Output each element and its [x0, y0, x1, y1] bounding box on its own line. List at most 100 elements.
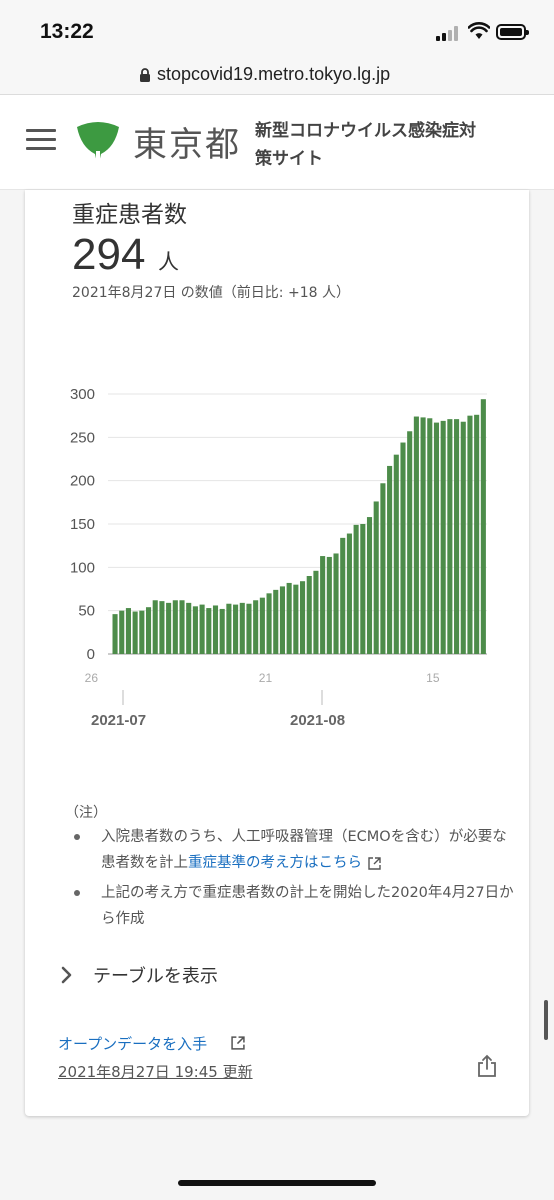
wifi-icon [468, 22, 490, 39]
url-text[interactable]: stopcovid19.metro.tokyo.lg.jp [157, 64, 391, 84]
share-icon[interactable] [477, 1054, 497, 1078]
notes-list: 入院患者数のうち、人工呼吸器管理（ECMOを含む）が必要な患者数を計上重症基準の… [65, 824, 515, 936]
value-date-line: 2021年8月27日 の数値（前日比: +18 人） [72, 285, 350, 301]
x-month-label: 2021-07 [91, 712, 146, 729]
bar [179, 600, 185, 654]
bar [333, 553, 339, 654]
note-item: 上記の考え方で重症患者数の計上を開始した2020年4月27日から作成 [65, 880, 515, 932]
bar [145, 607, 152, 654]
severe-patients-bar-chart: 0 50 100 150 200 250 300 26 21 15 2021-07 2021-08 [70, 386, 487, 729]
battery-icon [496, 24, 529, 40]
bar [413, 416, 419, 654]
bar [279, 586, 286, 654]
bar [293, 584, 299, 654]
bar [353, 524, 359, 654]
bar [313, 570, 319, 654]
y-tick-label: 300 [70, 386, 95, 403]
lock-icon [140, 68, 150, 82]
bar [474, 414, 480, 654]
y-tick-label: 0 [87, 646, 95, 663]
home-indicator[interactable] [178, 1180, 376, 1186]
bar [166, 602, 172, 654]
bar [219, 608, 225, 654]
bar [480, 399, 486, 654]
external-link-icon [231, 1036, 245, 1050]
open-data-link[interactable]: オープンデータを入手 [58, 1035, 208, 1053]
bar [306, 576, 312, 654]
y-tick-label: 250 [70, 429, 95, 446]
bar [420, 417, 426, 654]
status-bar: 13:22 [0, 0, 554, 60]
show-table-label: テーブルを表示 [93, 966, 218, 987]
last-updated-link[interactable]: 2021年8月27日 19:45 更新 [58, 1063, 253, 1081]
x-tick-label: 15 [426, 671, 440, 685]
bar [266, 593, 272, 654]
bar [233, 604, 239, 654]
site-header: 東京都 新型コロナウイルス感染症対策サイト [0, 95, 554, 190]
scroll-indicator[interactable] [544, 1000, 548, 1040]
bar [172, 600, 178, 654]
y-tick-label: 150 [70, 516, 95, 533]
bar [460, 421, 466, 654]
site-subtitle[interactable]: 新型コロナウイルス感染症対策サイト [255, 121, 476, 169]
note-text: 入院患者数のうち、人工呼吸器管理（ECMOを含む）が必要な患者数を計上 [101, 829, 507, 871]
bar [239, 602, 245, 654]
bar [400, 442, 406, 654]
bar [440, 420, 446, 654]
severe-count-unit: 人 [158, 250, 179, 274]
bar [259, 597, 265, 654]
bar [467, 415, 473, 654]
x-tick-label: 26 [85, 671, 99, 685]
y-tick-label: 200 [70, 473, 95, 490]
url-bar[interactable]: stopcovid19.metro.tokyo.lg.jp [0, 60, 554, 95]
bar [433, 422, 440, 654]
bar [366, 517, 373, 654]
chevron-right-icon [61, 966, 72, 984]
bar [373, 501, 379, 654]
bar [360, 524, 366, 654]
show-table-toggle[interactable]: テーブルを表示 [61, 960, 361, 990]
bar [206, 608, 212, 654]
bar [246, 603, 252, 654]
bar [119, 610, 125, 654]
severity-criteria-link[interactable]: 重症基準の考え方はこちら [188, 855, 362, 871]
cellular-signal-icon [436, 25, 462, 41]
bar [300, 581, 306, 654]
bar [226, 603, 232, 654]
notes-heading: （注） [65, 805, 107, 821]
site-name[interactable]: 東京都 [133, 125, 241, 165]
x-tick-label: 21 [259, 671, 273, 685]
bar [427, 418, 433, 654]
y-tick-label: 50 [78, 603, 95, 620]
bar [346, 533, 352, 654]
bar [340, 537, 346, 654]
bar [212, 605, 219, 654]
hamburger-menu-icon[interactable] [26, 129, 56, 151]
note-item: 入院患者数のうち、人工呼吸器管理（ECMOを含む）が必要な患者数を計上重症基準の… [65, 824, 515, 876]
bar [152, 600, 158, 654]
note-text: 上記の考え方で重症患者数の計上を開始した2020年4月27日から作成 [101, 885, 514, 927]
bar [447, 419, 453, 654]
ginkgo-leaf-icon[interactable] [75, 121, 121, 163]
bar [139, 610, 145, 654]
bar [253, 600, 259, 654]
bar [407, 431, 413, 654]
bar [387, 465, 393, 654]
bar [159, 601, 165, 654]
bar [326, 556, 332, 654]
severe-count-value: 294 [72, 230, 146, 279]
bar [273, 589, 279, 654]
y-tick-label: 100 [70, 559, 95, 576]
card-title: 重症患者数 [72, 202, 187, 228]
bar [125, 608, 131, 654]
bar [320, 556, 326, 654]
bar [454, 419, 460, 654]
bar [112, 614, 118, 654]
x-month-label: 2021-08 [290, 712, 345, 729]
bar [192, 606, 198, 654]
bar [199, 604, 205, 654]
status-time: 13:22 [40, 20, 94, 43]
severe-patients-card: 重症患者数 294 人 2021年8月27日 の数値（前日比: +18 人） 0… [25, 190, 529, 1116]
bar [186, 602, 192, 654]
bar [380, 483, 386, 654]
